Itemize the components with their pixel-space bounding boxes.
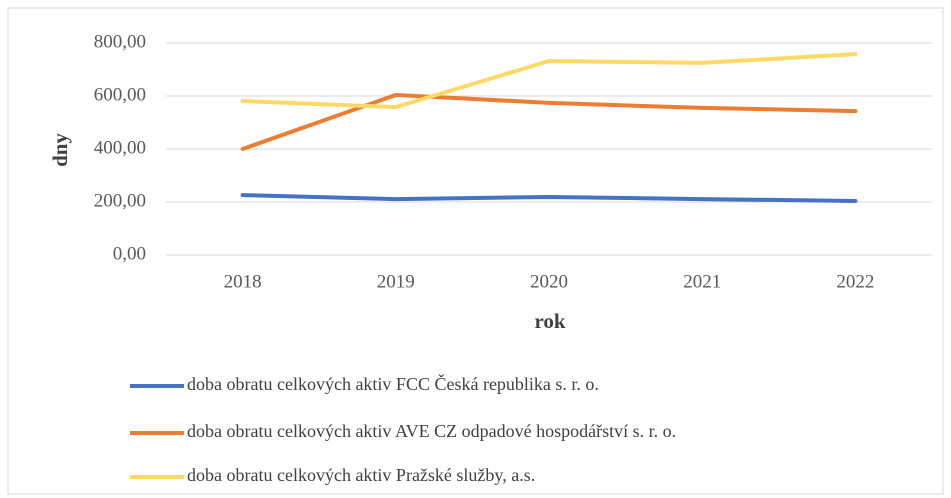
x-tick-label: 2021 — [683, 271, 721, 292]
y-tick-label: 200,00 — [94, 190, 146, 211]
y-axis-title: dny — [48, 133, 72, 167]
x-axis-title: rok — [534, 309, 565, 333]
y-tick-label: 600,00 — [94, 84, 146, 105]
y-tick-label: 0,00 — [113, 243, 146, 264]
legend-text: doba obratu celkových aktiv FCC Česká re… — [187, 373, 599, 394]
y-tick-label: 800,00 — [94, 31, 146, 52]
series-line — [240, 52, 858, 110]
series-line — [240, 92, 858, 151]
legend-text: doba obratu celkových aktiv AVE CZ odpad… — [187, 421, 676, 441]
series-line — [240, 193, 858, 203]
x-tick-label: 2019 — [377, 271, 415, 292]
y-tick-label: 400,00 — [94, 137, 146, 158]
chart-border — [7, 7, 944, 495]
x-tick-label: 2022 — [836, 271, 874, 292]
x-tick-label: 2020 — [530, 271, 568, 292]
legend-text: doba obratu celkových aktiv Pražské služ… — [187, 465, 535, 485]
x-tick-label: 2018 — [224, 271, 262, 292]
